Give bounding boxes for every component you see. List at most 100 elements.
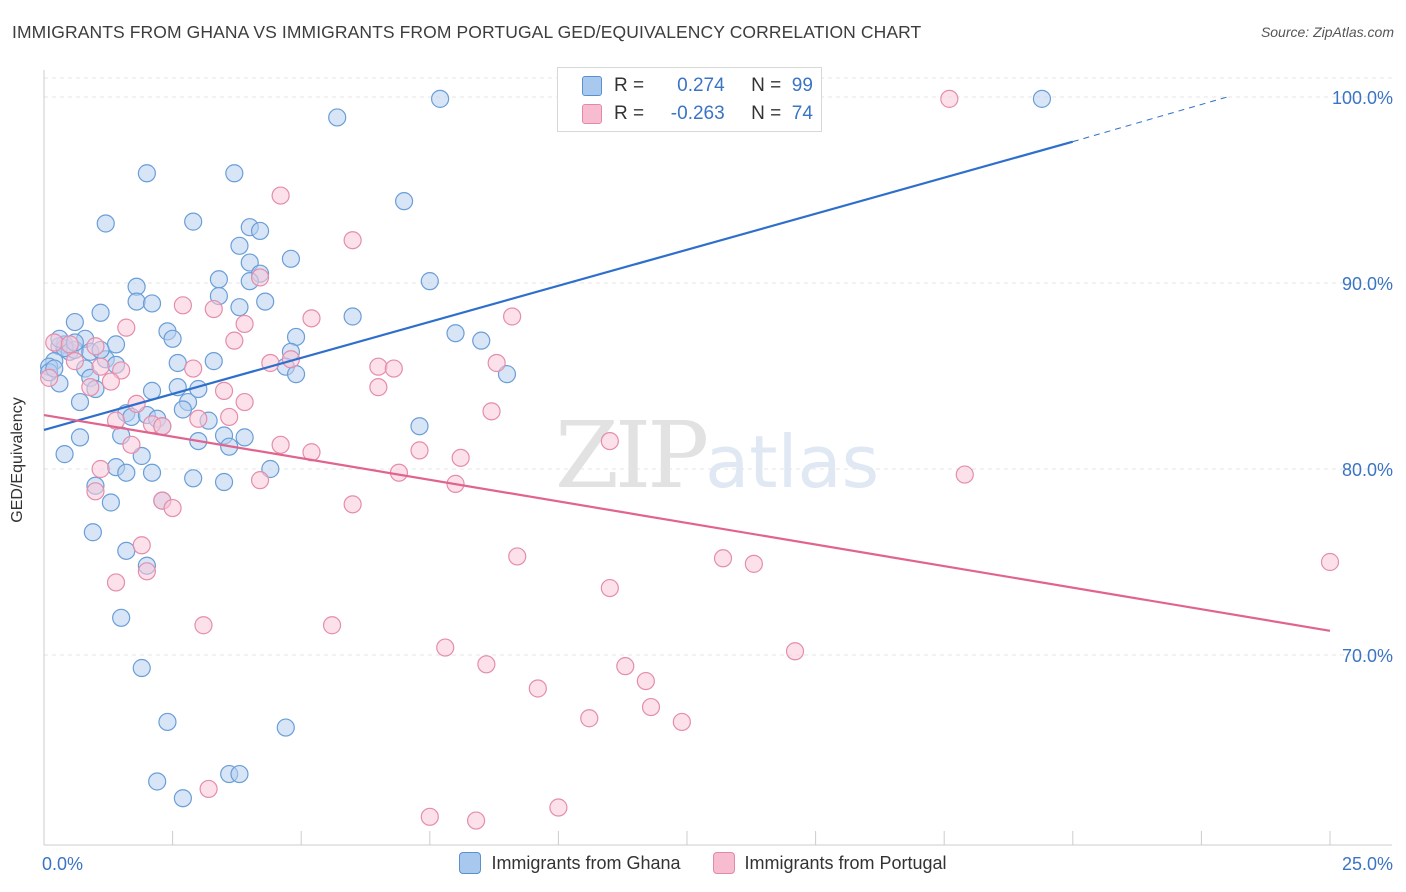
ghana-point <box>1032 89 1052 108</box>
portugal-point <box>45 333 64 352</box>
portugal-point <box>40 368 59 387</box>
portugal-point <box>250 471 270 490</box>
ghana-point <box>173 789 192 808</box>
portugal-point <box>81 378 100 397</box>
ghana-point <box>142 381 162 400</box>
watermark-atlas: atlas <box>705 420 880 504</box>
ghana-point <box>209 270 228 289</box>
ghana-point <box>168 353 187 373</box>
ghana-point <box>472 331 491 350</box>
x-tick-label: 0.0% <box>42 854 83 874</box>
y-tick-label: 90.0% <box>1342 274 1393 294</box>
legend-r-value-ghana: 0.274 <box>677 75 725 96</box>
ghana-point <box>65 312 84 332</box>
source-label: Source: ZipAtlas.com <box>1260 24 1394 40</box>
portugal-point <box>1320 552 1340 572</box>
ghana-point <box>55 445 74 464</box>
ghana-point <box>497 365 517 384</box>
ghana-point <box>261 459 280 479</box>
ghana-point <box>328 108 347 127</box>
portugal-point <box>302 309 321 328</box>
portugal-point <box>106 573 126 592</box>
ghana-point <box>132 658 151 678</box>
ghana-point <box>163 329 182 348</box>
portugal-point <box>785 642 805 661</box>
ghana-point <box>256 292 275 311</box>
portugal-point <box>369 378 388 397</box>
portugal-trend-line <box>43 413 1331 632</box>
portugal-point <box>117 318 136 337</box>
legend-item-ghana[interactable]: Immigrants from Ghana <box>459 852 681 874</box>
portugal-point <box>343 231 362 250</box>
ghana-point <box>420 272 439 291</box>
ghana-point <box>70 428 90 447</box>
ghana-point <box>240 253 259 272</box>
ghana-point <box>117 463 136 482</box>
portugal-point <box>250 268 270 287</box>
legend-swatch-ghana <box>459 852 482 874</box>
portugal-point <box>482 402 501 421</box>
legend-item-portugal[interactable]: Immigrants from Portugal <box>712 852 947 874</box>
portugal-point <box>204 299 223 319</box>
x-tick-label: 25.0% <box>1342 854 1393 874</box>
ghana-point <box>158 712 177 732</box>
portugal-point <box>369 357 388 376</box>
portugal-point <box>137 562 156 581</box>
ghana-point <box>106 335 126 354</box>
portugal-point <box>713 549 733 568</box>
portugal-point <box>672 712 691 732</box>
legend-swatch-portugal <box>712 852 735 874</box>
legend-swatch-portugal <box>582 104 602 124</box>
portugal-point <box>636 671 655 691</box>
ghana-point <box>137 164 156 183</box>
ghana-point <box>276 718 295 737</box>
portugal-point <box>410 441 429 460</box>
ghana-point <box>430 89 450 108</box>
legend-label-ghana: Immigrants from Ghana <box>491 852 681 873</box>
legend-r-value-portugal: -0.263 <box>670 103 725 124</box>
portugal-point <box>220 407 239 427</box>
ghana-point <box>343 307 362 326</box>
ghana-point <box>117 541 136 560</box>
ghana-point <box>184 212 203 231</box>
ghana-point <box>250 221 270 241</box>
portugal-point <box>420 807 439 826</box>
portugal-point <box>132 536 151 555</box>
ghana-point <box>235 428 254 447</box>
portugal-point <box>235 392 254 412</box>
legend-r-label: R = <box>614 103 645 124</box>
portugal-point <box>91 459 110 479</box>
ghana-point <box>112 608 131 627</box>
portugal-point <box>65 352 84 371</box>
portugal-point <box>271 435 290 454</box>
ghana-point <box>230 298 249 317</box>
portugal-point <box>122 435 141 454</box>
ghana-point <box>142 463 162 482</box>
portugal-point <box>940 89 959 108</box>
portugal-point <box>194 616 213 635</box>
ghana-point <box>281 249 301 268</box>
ghana-point <box>96 214 115 233</box>
y-tick-label: 100.0% <box>1332 88 1393 108</box>
ghana-trend-line <box>43 140 1074 431</box>
portugal-point <box>199 779 218 799</box>
ghana-point <box>410 417 429 436</box>
portugal-point <box>528 679 547 698</box>
portugal-point <box>744 554 763 573</box>
portugal-point <box>86 337 105 356</box>
ghana-point <box>173 400 192 419</box>
portugal-point <box>60 335 79 354</box>
portugal-point <box>214 381 234 400</box>
ghana-point <box>83 523 102 542</box>
watermark-zip: ZIP <box>555 402 709 509</box>
portugal-point <box>549 798 568 817</box>
ghana-point <box>132 446 151 466</box>
portugal-point <box>641 697 661 717</box>
correlation-legend: R = 0.274 N = 99 R = -0.263 N = 74 <box>557 67 822 132</box>
ghana-point <box>184 469 203 488</box>
portugal-point <box>436 638 455 657</box>
ghana-point <box>225 164 244 183</box>
portugal-point <box>153 417 172 436</box>
portugal-point <box>466 811 486 830</box>
ghana-point <box>214 472 234 492</box>
